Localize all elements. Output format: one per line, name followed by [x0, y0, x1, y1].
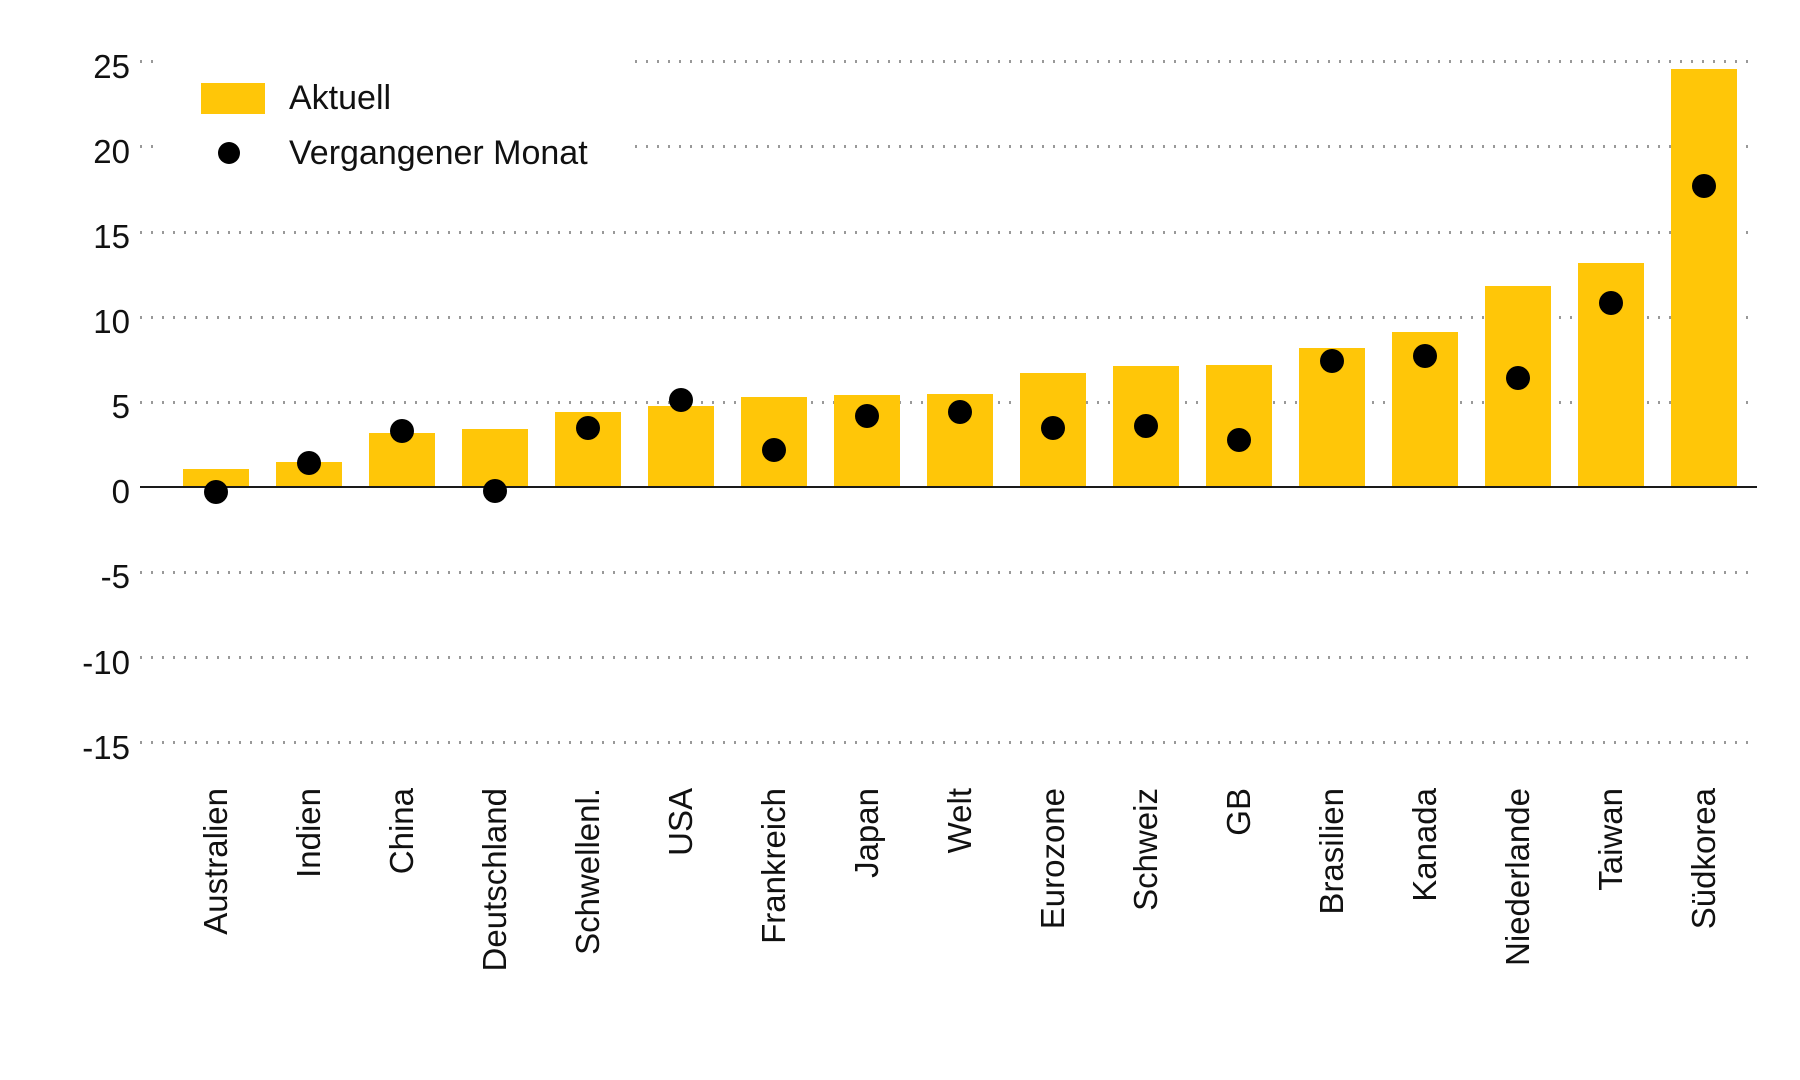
y-tick-label: -15	[82, 728, 130, 766]
dot-Schwellenl.	[576, 415, 600, 440]
dot-China	[390, 419, 414, 444]
bar-Südkorea	[1671, 68, 1737, 488]
dot-Welt	[948, 400, 972, 425]
dot-Schweiz	[1134, 414, 1158, 439]
dot-USA	[669, 388, 693, 413]
x-label-Brasilien: Brasilien	[1313, 788, 1350, 915]
y-tick-label: 20	[93, 132, 130, 170]
x-label-Australien: Australien	[197, 788, 234, 935]
bar-Australien	[183, 468, 249, 488]
y-tick-label: 0	[111, 473, 130, 511]
gridline-y--5	[140, 570, 1757, 574]
x-label-Kanada: Kanada	[1406, 788, 1443, 902]
gridline-y-20	[140, 145, 1757, 149]
legend-swatch-aktuell-icon	[201, 83, 265, 114]
zero-axis-line	[140, 486, 1757, 489]
dot-Eurozone	[1041, 415, 1065, 440]
y-tick-label: 10	[93, 303, 130, 341]
gridline-y-15	[140, 230, 1757, 234]
dot-Australien	[204, 480, 228, 505]
y-tick-label: 25	[93, 47, 130, 85]
bar-Deutschland	[462, 429, 528, 488]
x-label-Taiwan: Taiwan	[1592, 788, 1629, 891]
gridline-y--15	[140, 741, 1757, 745]
dot-Japan	[855, 403, 879, 428]
dot-Deutschland	[483, 478, 507, 503]
dot-Frankreich	[762, 437, 786, 462]
dot-Kanada	[1413, 344, 1437, 369]
x-label-Frankreich: Frankreich	[755, 788, 792, 944]
x-label-Schweiz: Schweiz	[1127, 788, 1164, 911]
x-label-China: China	[383, 788, 420, 875]
x-label-Deutschland: Deutschland	[476, 788, 513, 972]
x-label-Welt: Welt	[941, 788, 978, 854]
x-label-Schwellenl.: Schwellenl.	[569, 788, 606, 955]
x-label-USA: USA	[662, 788, 699, 856]
gridline-y--10	[140, 656, 1757, 659]
dot-Brasilien	[1320, 349, 1344, 374]
dot-Südkorea	[1692, 174, 1716, 199]
legend-label-aktuell: Aktuell	[289, 79, 392, 117]
dot-Niederlande	[1506, 366, 1530, 391]
dot-Indien	[297, 451, 321, 476]
y-tick-label: -10	[82, 643, 130, 681]
x-label-Japan: Japan	[848, 788, 885, 878]
dot-GB	[1227, 427, 1251, 452]
y-tick-label: 15	[93, 218, 130, 255]
gridline-y-25	[140, 60, 1757, 64]
y-tick-label: 5	[111, 388, 130, 426]
y-tick-label: -5	[100, 558, 130, 596]
bar-GB	[1206, 364, 1272, 488]
dot-Taiwan	[1599, 291, 1623, 316]
x-label-Indien: Indien	[290, 788, 327, 878]
x-label-Eurozone: Eurozone	[1034, 788, 1071, 930]
legend: Aktuell Vergangener Monat	[160, 52, 630, 184]
x-label-Südkorea: Südkorea	[1685, 788, 1722, 930]
legend-dot-vergangener-monat-icon	[218, 142, 240, 164]
x-label-GB: GB	[1220, 788, 1257, 836]
x-label-Niederlande: Niederlande	[1499, 788, 1536, 966]
bar-USA	[648, 405, 714, 488]
legend-label-vergangener-monat: Vergangener Monat	[289, 134, 588, 172]
gridline-y-10	[140, 315, 1757, 319]
